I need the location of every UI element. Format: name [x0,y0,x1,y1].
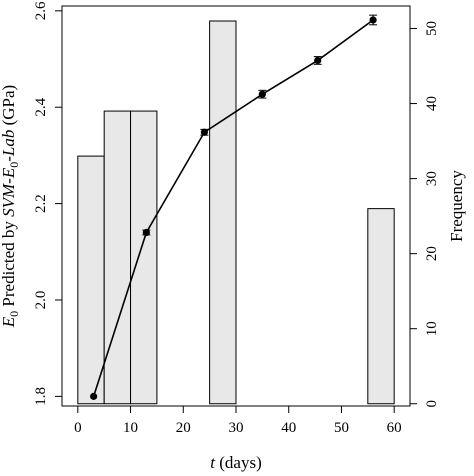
y-left-tick-label-2: 2.2 [33,194,49,213]
y-axis-right: 0 10 20 30 40 50 [409,21,440,408]
y-left-title-svm: SVM-E [0,167,18,217]
y-right-tick-label-1: 10 [424,321,440,336]
data-point-5 [369,16,377,24]
x-tick-label-6: 60 [387,420,402,436]
x-tick-label-5: 50 [334,420,349,436]
y-left-title-mid: Predicted by [0,217,18,311]
y-right-tick-label-5: 50 [424,21,440,36]
y-left-title-e: E [0,316,18,328]
histogram-bar-1 [103,110,132,405]
histogram-bar-0 [77,155,105,405]
y-left-title-lab: -Lab [0,130,18,162]
y-left-tick-label-4: 2.6 [33,1,49,20]
y-left-tick-label-0: 1.8 [33,387,49,406]
line-series [90,14,378,400]
data-point-3 [258,90,266,98]
x-tick-label-0: 0 [74,420,82,436]
y-right-tick-label-2: 20 [424,246,440,261]
y-left-title-sub: 0 [7,311,21,317]
y-right-tick-label-3: 30 [424,171,440,186]
y-left-tick-label-3: 2.4 [33,97,49,116]
data-point-1 [142,228,150,237]
x-tick-label-4: 40 [281,420,296,436]
y-right-tick-label-0: 0 [424,400,440,408]
x-axis-title: t (days) [210,453,261,472]
x-axis-title-var: t [210,453,216,472]
y-axis-left: 1.8 2.0 2.2 2.4 2.6 [33,1,63,406]
x-axis: 0 10 20 30 40 50 60 [74,405,402,436]
y-right-tick-label-4: 40 [424,96,440,111]
x-tick-label-2: 20 [176,420,191,436]
histogram-bar-3 [209,20,237,405]
x-axis-title-unit: (days) [215,453,262,472]
y-axis-right-title: Frequency [447,170,466,242]
x-tick-label-1: 10 [123,420,138,436]
y-left-title-unit: (GPa) [0,85,18,130]
histogram-bar-4 [367,208,395,405]
y-axis-left-title: E0 Predicted by SVM-E0-Lab (GPa) [0,85,21,328]
histogram-bar-2 [130,110,158,405]
data-point-4 [314,56,322,65]
line-path [92,19,374,397]
y-left-tick-label-1: 2.0 [33,291,49,310]
x-tick-label-3: 30 [229,420,244,436]
y-left-title-sub2: 0 [7,162,21,168]
data-point-2 [200,128,208,136]
histogram-bars [77,20,395,405]
data-point-0 [90,392,98,400]
